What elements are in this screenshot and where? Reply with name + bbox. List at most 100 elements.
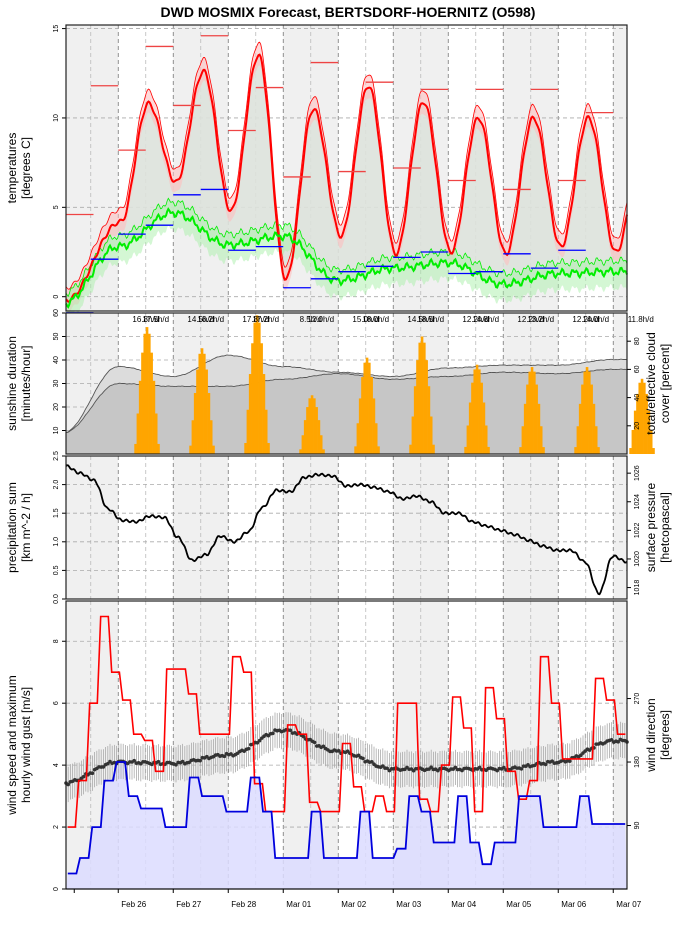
sunshine-bar xyxy=(207,393,211,454)
sunshine-bar xyxy=(134,443,137,454)
sunshine-bar xyxy=(594,426,598,454)
wind-speed-line xyxy=(67,761,626,875)
ytick-label: 0.0 xyxy=(53,594,60,604)
ytick-label: 40 xyxy=(53,356,60,364)
ytick-label: 0 xyxy=(53,887,60,891)
wind-direction-point xyxy=(81,774,86,779)
precipitation-ylabel-line: precipitation sum xyxy=(5,482,19,573)
sunshine-ylabel-line: sunshine duration xyxy=(5,336,19,431)
wind-direction-point xyxy=(502,765,506,770)
cloud-ylabel-line: total/effective cloud xyxy=(644,332,658,435)
wind-direction-point xyxy=(271,731,275,736)
temperature-line xyxy=(65,53,628,303)
sunshine-bar xyxy=(432,444,435,454)
ytick-label: 1.0 xyxy=(53,537,60,547)
sunshine-ylabel: sunshine duration[minutes/hour] xyxy=(5,336,33,431)
daily-sunshine-label-overlap: 16.2h/d xyxy=(197,315,224,324)
sunshine-bar xyxy=(299,449,302,454)
temperature-border xyxy=(65,24,628,312)
sunshine-bar xyxy=(542,447,545,454)
wind-direction-point xyxy=(356,753,361,758)
sunshine-bar xyxy=(539,426,543,454)
sunshine-bar xyxy=(537,403,541,454)
ytick-label: 5 xyxy=(53,205,60,209)
sunshine-bar xyxy=(251,343,254,454)
sunshine-bar xyxy=(425,360,428,454)
precipitation-ylabel: precipitation sum[km m^-2 / h] xyxy=(5,482,33,573)
sunshine-bar xyxy=(645,393,648,454)
ytick-label: 15 xyxy=(53,25,60,33)
sunshine-bar xyxy=(464,446,467,454)
sunshine-bar xyxy=(416,360,419,454)
wind-direction-point xyxy=(385,766,390,771)
sunshine-bar xyxy=(356,423,360,454)
daily-sunshine-label: 14.5h/d xyxy=(407,315,434,324)
sunshine-bar xyxy=(258,322,261,454)
sunshine-bar xyxy=(411,416,415,454)
precipitation-ylabel-line: [km m^-2 / h] xyxy=(19,493,33,562)
ytick-label: 1.5 xyxy=(53,508,60,518)
sunshine-bar xyxy=(150,352,153,454)
sunshine-bar xyxy=(191,420,195,454)
pressure-line xyxy=(65,464,628,596)
sunshine-bar xyxy=(482,402,486,454)
sunshine-bar xyxy=(480,382,483,454)
sunshine-bar xyxy=(475,364,479,454)
daily-sunshine-label-overlap: 14.8h/d xyxy=(472,315,499,324)
daily-sunshine-label: 8.5h/d xyxy=(300,315,322,324)
daily-sunshine-label: 15.0h/d xyxy=(352,315,379,324)
sunshine-bar xyxy=(200,348,204,454)
sunshine-bar xyxy=(319,435,323,454)
sunshine-bar xyxy=(260,343,263,454)
sunshine-bar xyxy=(473,369,477,454)
temperature-panel: 0 5 10 15 xyxy=(53,25,628,324)
ytick-label: 0.5 xyxy=(53,565,60,575)
temp-upper-line xyxy=(65,41,628,290)
sunshine-bar xyxy=(361,377,364,454)
pressure-tick-label: 1020 xyxy=(634,551,641,567)
ytick-label: 30 xyxy=(53,380,60,388)
sunshine-bar xyxy=(145,327,149,454)
pressure-border xyxy=(65,455,628,600)
sunshine-bar xyxy=(154,413,158,454)
sunshine-bar xyxy=(196,369,199,454)
wind-direction-point xyxy=(543,762,548,767)
wind-direction-point xyxy=(198,758,202,763)
sunshine-bar xyxy=(198,353,202,454)
sunshine-bar xyxy=(468,402,472,454)
x-day-label: Mar 07 xyxy=(616,900,641,909)
sunshine-bar xyxy=(466,425,470,454)
ytick-label: 2 xyxy=(53,825,60,829)
sunshine-bar xyxy=(370,377,373,454)
sunshine-bar xyxy=(526,384,529,454)
ytick-label: 2.5 xyxy=(53,451,60,461)
ytick-label: 50 xyxy=(53,333,60,341)
sunshine-bar xyxy=(322,449,325,454)
ytick-label: 10 xyxy=(53,427,60,435)
sunshine-bar xyxy=(317,420,321,454)
wind-direction-ylabel-line: wind direction xyxy=(644,698,658,772)
cloud-ylabel-line: cover [percent] xyxy=(658,344,672,423)
sunshine-bar xyxy=(530,367,534,454)
sunshine-bar xyxy=(528,371,532,454)
sunshine-border xyxy=(65,312,628,455)
wind-direction-point xyxy=(616,740,620,744)
wind-direction-tick-label: 180 xyxy=(634,756,641,768)
sunshine-bar xyxy=(576,426,580,454)
wind-ylabel-line: hourly wind gust [m/s] xyxy=(19,687,33,803)
sunshine-bar xyxy=(372,398,376,454)
wind-direction-point xyxy=(156,759,161,764)
ytick-label: 8 xyxy=(53,639,60,643)
daily-sunshine-label-overlap: 17.2h/d xyxy=(252,315,279,324)
sunshine-bar xyxy=(308,398,312,454)
sunshine-bar xyxy=(521,426,525,454)
sunshine-bar xyxy=(636,393,639,454)
wind-direction-point xyxy=(222,754,227,759)
sunshine-bar xyxy=(533,371,536,454)
wind-direction-point xyxy=(370,760,374,764)
sunshine-bar xyxy=(301,435,305,454)
wind-direction-point xyxy=(174,762,178,767)
sunshine-bar xyxy=(255,315,259,454)
pressure-ylabel-line: [hetcopascal] xyxy=(658,492,672,563)
